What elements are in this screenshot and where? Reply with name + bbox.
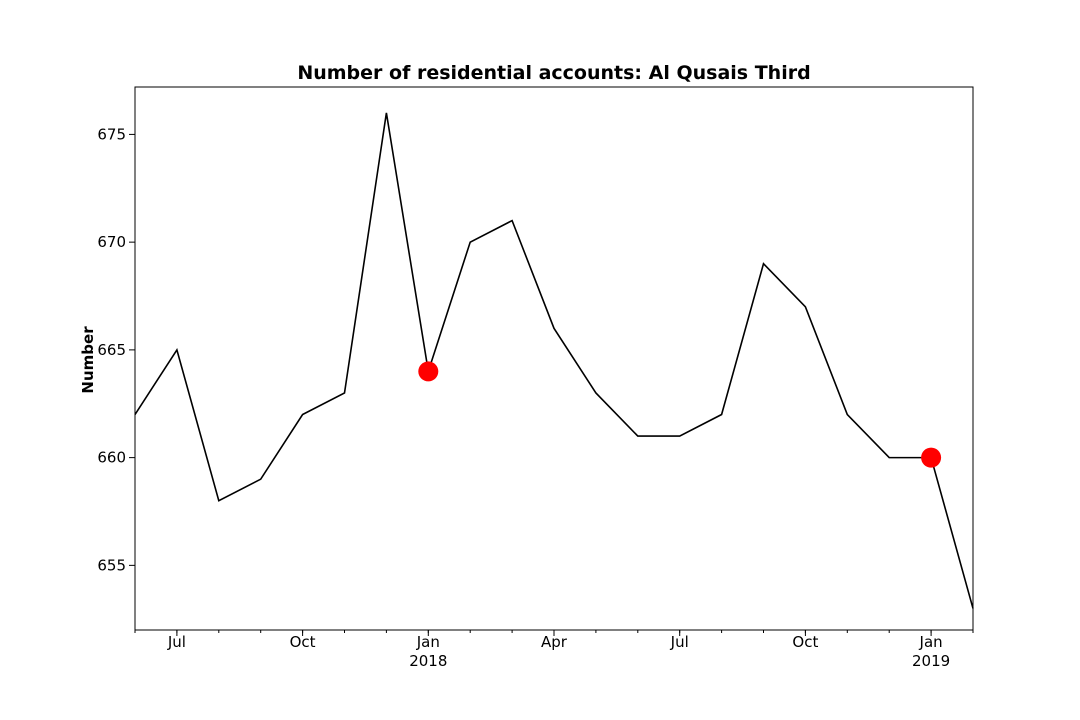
marker-layer xyxy=(418,361,942,468)
series-line xyxy=(134,112,974,609)
y-tick-label: 660 xyxy=(97,449,126,467)
chart-title: Number of residential accounts: Al Qusai… xyxy=(297,62,810,84)
x-tick-label: Jul xyxy=(670,633,689,651)
highlight-marker xyxy=(418,361,439,382)
x-tick-label: Jan xyxy=(919,633,943,651)
y-tick-label: 665 xyxy=(97,341,126,359)
y-tick-label: 655 xyxy=(97,556,126,574)
y-tick-label: 675 xyxy=(97,125,126,143)
x-tick-label: Oct xyxy=(792,633,818,651)
y-tick-label: 670 xyxy=(97,233,126,251)
y-axis-label: Number xyxy=(79,326,97,394)
x-tick-year-label: 2019 xyxy=(912,652,950,670)
series-layer xyxy=(134,112,974,609)
x-tick-label: Jul xyxy=(167,633,186,651)
x-tick-year-label: 2018 xyxy=(409,652,447,670)
plot-frame xyxy=(134,86,974,631)
x-tick-label: Jan xyxy=(416,633,440,651)
highlight-marker xyxy=(921,447,942,468)
x-tick-label: Oct xyxy=(290,633,316,651)
x-tick-label: Apr xyxy=(541,633,568,651)
